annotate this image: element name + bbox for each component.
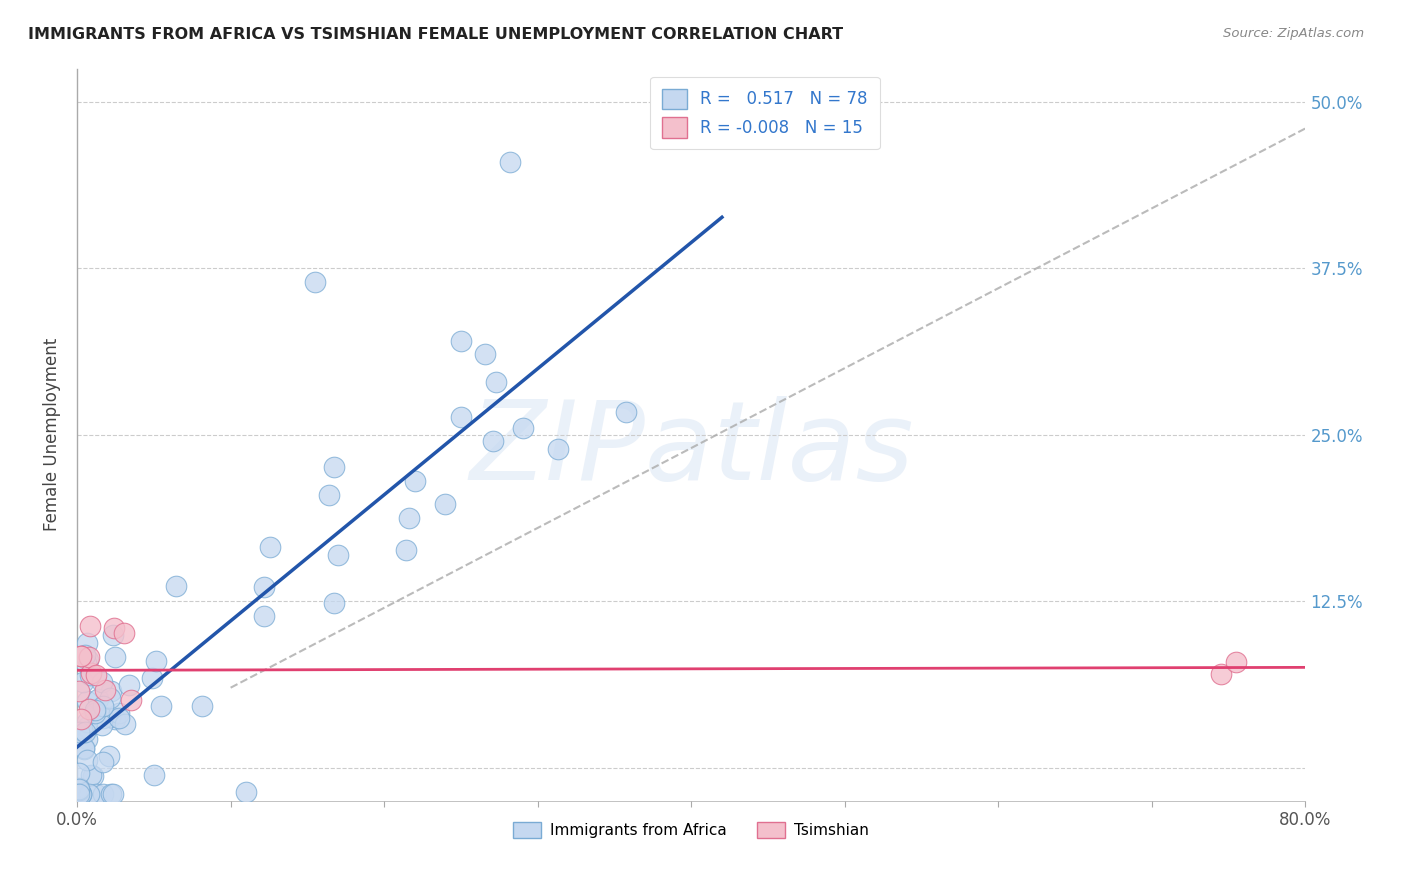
Point (67, 780, 90, 795)
Point (80, 768, 103, 782)
Point (191, 699, 214, 714)
Point (616, 405, 638, 419)
Point (235, 785, 257, 799)
Y-axis label: Female Unemployment: Female Unemployment (44, 338, 60, 532)
Point (70, 648, 93, 663)
Point (86, 692, 108, 706)
Point (82, 769, 104, 783)
Point (77, 653, 100, 667)
Point (84, 703, 107, 717)
Point (84, 668, 107, 682)
Point (67, 787, 90, 801)
Point (67, 725, 90, 739)
Point (1209, 666, 1232, 681)
Point (101, 628, 124, 642)
Point (76, 714, 98, 729)
Point (450, 334, 472, 349)
Point (76, 694, 98, 708)
Point (512, 421, 534, 435)
Text: ZIPatlas: ZIPatlas (470, 396, 914, 503)
Point (100, 787, 122, 801)
Point (482, 434, 505, 449)
Point (79, 702, 101, 716)
Point (499, 154, 522, 169)
Point (323, 596, 346, 610)
Point (70, 712, 93, 726)
Point (101, 787, 124, 801)
Point (120, 692, 142, 706)
Point (142, 767, 165, 781)
Point (91, 717, 114, 731)
Point (69, 787, 91, 801)
Point (70, 649, 93, 664)
Point (259, 541, 281, 555)
Point (70, 787, 93, 801)
Point (94, 682, 117, 697)
Point (149, 698, 172, 713)
Point (253, 580, 276, 594)
Point (145, 654, 167, 668)
Point (69, 765, 91, 780)
Legend: Immigrants from Africa, Tsimshian: Immigrants from Africa, Tsimshian (508, 816, 875, 845)
Text: IMMIGRANTS FROM AFRICA VS TSIMSHIAN FEMALE UNEMPLOYMENT CORRELATION CHART: IMMIGRANTS FROM AFRICA VS TSIMSHIAN FEMA… (28, 27, 844, 42)
Point (433, 497, 456, 511)
Point (67, 683, 90, 698)
Point (73, 740, 96, 755)
Text: Source: ZipAtlas.com: Source: ZipAtlas.com (1223, 27, 1364, 40)
Point (165, 578, 187, 592)
Point (69, 787, 91, 801)
Point (97, 749, 120, 764)
Point (79, 619, 101, 633)
Point (91, 698, 114, 713)
Point (547, 442, 569, 457)
Point (398, 511, 420, 525)
Point (112, 626, 135, 640)
Point (322, 460, 344, 475)
Point (91, 787, 114, 801)
Point (450, 410, 472, 425)
Point (67, 782, 90, 797)
Point (76, 720, 98, 734)
Point (104, 712, 127, 726)
Point (91, 711, 114, 725)
Point (395, 543, 418, 558)
Point (118, 678, 141, 692)
Point (474, 347, 496, 361)
Point (77, 650, 100, 665)
Point (83, 706, 105, 720)
Point (76, 636, 98, 650)
Point (76, 731, 98, 746)
Point (100, 684, 122, 698)
Point (80, 665, 103, 680)
Point (75, 657, 97, 671)
Point (84, 787, 107, 801)
Point (98, 710, 121, 724)
Point (91, 675, 114, 690)
Point (77, 787, 100, 801)
Point (76, 753, 98, 767)
Point (404, 475, 426, 489)
Point (141, 671, 163, 685)
Point (103, 621, 125, 635)
Point (114, 717, 136, 731)
Point (98, 691, 121, 706)
Point (79, 668, 101, 682)
Point (107, 711, 129, 725)
Point (304, 275, 326, 289)
Point (108, 706, 131, 720)
Point (73, 742, 96, 756)
Point (72, 675, 94, 690)
Point (318, 488, 340, 502)
Point (485, 375, 508, 389)
Point (75, 725, 97, 739)
Point (104, 649, 127, 664)
Point (1225, 655, 1247, 669)
Point (72, 726, 94, 740)
Point (253, 609, 276, 624)
Point (67, 783, 90, 797)
Point (91, 755, 114, 769)
Point (73, 648, 96, 663)
Point (328, 548, 350, 562)
